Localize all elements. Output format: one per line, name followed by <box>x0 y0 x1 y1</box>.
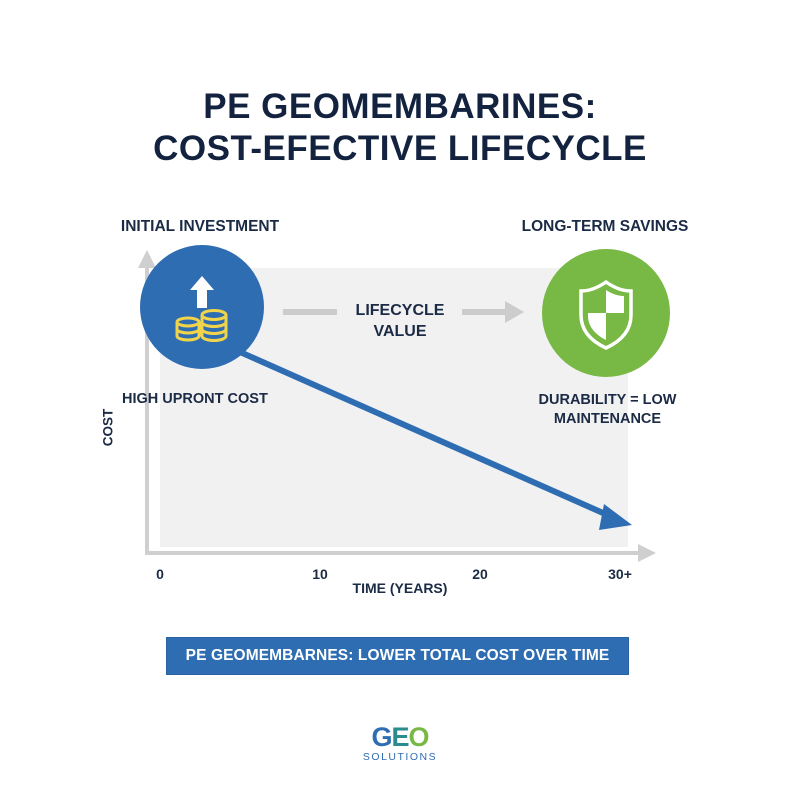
lifecycle-value-label: LIFECYCLE VALUE <box>340 300 460 342</box>
logo-wordmark: GEO <box>340 722 460 752</box>
durability-caption: DURABILITY = LOW MAINTENANCE <box>520 391 695 429</box>
long-term-savings-circle <box>542 249 670 377</box>
connector-arrow <box>462 301 524 323</box>
lifecycle-value-line-1: LIFECYCLE <box>355 302 445 319</box>
geo-solutions-logo: GEO SOLUTIONS <box>340 722 460 763</box>
x-tick-0: 0 <box>156 566 164 582</box>
logo-subtitle: SOLUTIONS <box>362 751 438 763</box>
title-line-2: COST-EFECTIVE LIFECYCLE <box>153 129 647 168</box>
x-axis <box>145 544 656 562</box>
logo-letter-o: O <box>408 722 430 752</box>
high-upfront-cost-caption: HIGH UPRONT COST <box>122 391 268 407</box>
logo-letter-g: G <box>371 722 392 752</box>
summary-banner: PE GEOMEMBARNES: LOWER TOTAL COST OVER T… <box>166 637 629 675</box>
y-axis-label: COST <box>100 408 116 447</box>
durability-caption-line-1: DURABILITY = LOW <box>538 392 677 408</box>
cost-trend-arrow <box>238 349 632 530</box>
durability-caption-line-2: MAINTENANCE <box>553 411 662 427</box>
lifecycle-value-line-2: VALUE <box>373 323 427 340</box>
initial-investment-circle <box>140 245 264 369</box>
x-axis-label: TIME (YEARS) <box>352 580 448 596</box>
x-tick-20: 20 <box>472 566 488 582</box>
coins-arrow-up-icon <box>175 276 228 342</box>
x-tick-30-plus: 30+ <box>608 566 632 582</box>
x-tick-10: 10 <box>312 566 328 582</box>
title-line-1: PE GEOMEMBARINES: <box>203 87 597 126</box>
logo-letter-e: E <box>391 722 409 752</box>
shield-icon <box>579 279 633 350</box>
initial-investment-heading: INITIAL INVESTMENT <box>120 218 280 235</box>
long-term-savings-heading: LONG-TERM SAVINGS <box>521 218 689 235</box>
